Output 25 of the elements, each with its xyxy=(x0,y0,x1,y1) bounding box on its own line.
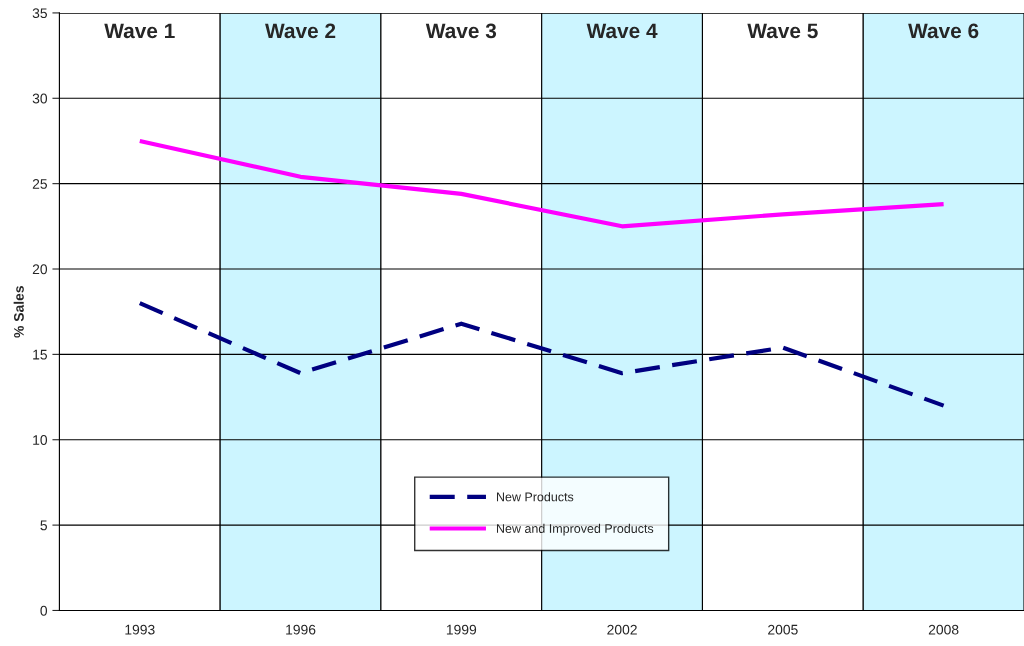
band-label: Wave 5 xyxy=(747,23,818,39)
x-tick-label: 1999 xyxy=(446,624,477,635)
y-tick-label: 20 xyxy=(32,264,48,275)
band-label: Wave 2 xyxy=(265,23,336,39)
line-series xyxy=(137,301,946,408)
y-tick-label: 15 xyxy=(33,349,48,360)
legend-label: New and Improved Products xyxy=(496,523,654,536)
band-label: Wave 1 xyxy=(104,23,175,39)
y-tick-label: 25 xyxy=(32,178,48,189)
band-label: Wave 4 xyxy=(586,23,658,39)
x-tick-label: 2005 xyxy=(768,624,798,635)
y-axis-title: % Sales xyxy=(13,286,24,338)
y-tick-label: 0 xyxy=(40,605,48,616)
x-tick-label: 2002 xyxy=(607,624,637,635)
line-series xyxy=(137,138,946,229)
y-tick-label: 35 xyxy=(32,8,48,19)
x-tick-label: 1993 xyxy=(125,624,155,635)
legend-label: New Products xyxy=(496,492,574,502)
x-tick-label: 1996 xyxy=(286,624,316,635)
y-tick-label: 30 xyxy=(32,93,48,104)
y-tick-label: 5 xyxy=(40,520,47,531)
x-tick-label: 2008 xyxy=(928,624,959,635)
band-label: Wave 6 xyxy=(908,23,979,39)
y-tick-label: 10 xyxy=(33,435,48,445)
band-label: Wave 3 xyxy=(425,23,497,39)
